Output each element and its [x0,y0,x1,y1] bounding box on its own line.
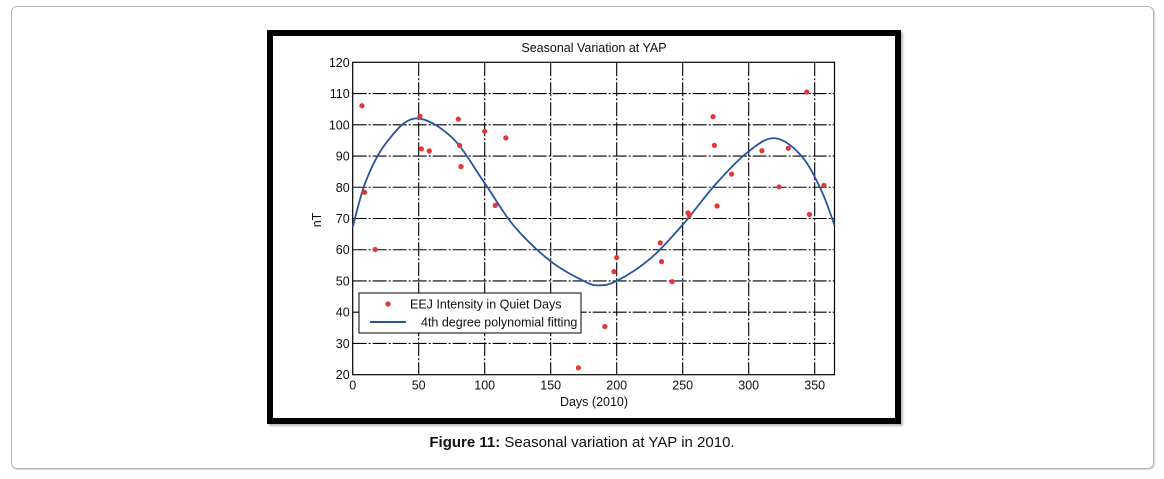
y-tick-label: 80 [336,181,350,195]
data-point [575,365,582,371]
y-tick-label: 50 [336,274,350,288]
data-point [426,148,432,154]
data-point [614,254,620,261]
x-tick-label: 100 [474,379,495,393]
figure-caption: Figure 11: Seasonal variation at YAP in … [0,434,1164,451]
data-point [804,89,810,95]
data-point [785,145,791,151]
data-point [372,246,378,253]
data-point [503,135,509,141]
data-point [482,128,488,134]
data-point [759,148,765,154]
data-point [458,164,464,170]
data-point [492,202,498,208]
legend-label-points: EEJ Intensity in Quiet Days [410,298,561,312]
y-tick-label: 100 [329,118,350,132]
plot-area [352,61,836,376]
data-point [714,203,720,209]
y-tick-label: 60 [336,243,350,257]
data-point [657,240,663,246]
data-point [686,212,692,218]
figure-container [11,6,1154,469]
data-point [359,103,365,109]
y-axis-title: nT [310,212,324,227]
caption-label: Figure 11: [429,434,501,451]
data-point [611,269,617,275]
data-point [728,171,735,177]
data-point [602,323,608,330]
legend-label-curve: 4th degree polynomial fitting [421,316,577,330]
x-tick-label: 50 [412,379,426,393]
figure-frame [267,30,901,424]
chart-title: Seasonal Variation at YAP [521,41,666,55]
data-points [359,89,827,371]
x-tick-labels: 0 50 100 150 200 250 300 350 [349,379,825,393]
data-point [776,184,782,190]
x-tick-label: 250 [672,379,693,393]
data-point [806,211,813,218]
y-tick-label: 20 [336,368,350,382]
x-tick-label: 0 [349,379,356,393]
data-point [710,114,716,120]
data-point [821,182,827,188]
data-point [455,116,461,122]
data-point [669,279,675,285]
legend: EEJ Intensity in Quiet Days 4th degree p… [358,292,582,334]
data-point [711,142,717,148]
y-tick-labels: 20 30 40 50 60 70 80 90 100 110 120 [329,56,350,382]
data-point [457,142,463,148]
x-tick-label: 150 [540,379,561,393]
x-axis-title: Days (2010) [560,395,628,409]
y-tick-label: 30 [336,337,350,351]
data-point [418,146,424,152]
data-point [658,259,665,265]
caption-text: Seasonal variation at YAP in 2010. [500,434,735,451]
data-point [417,113,423,119]
legend-point-marker [385,301,391,307]
x-tick-label: 350 [804,379,825,393]
y-tick-label: 110 [330,87,350,101]
y-tick-label: 40 [336,306,350,320]
data-point [361,189,368,195]
y-tick-label: 90 [336,150,350,164]
legend-box [358,292,582,334]
x-tick-label: 300 [738,379,759,393]
y-tick-label: 70 [336,212,350,226]
x-tick-label: 200 [606,379,627,393]
y-tick-label: 120 [329,56,350,70]
polynomial-fit-line [351,117,836,287]
